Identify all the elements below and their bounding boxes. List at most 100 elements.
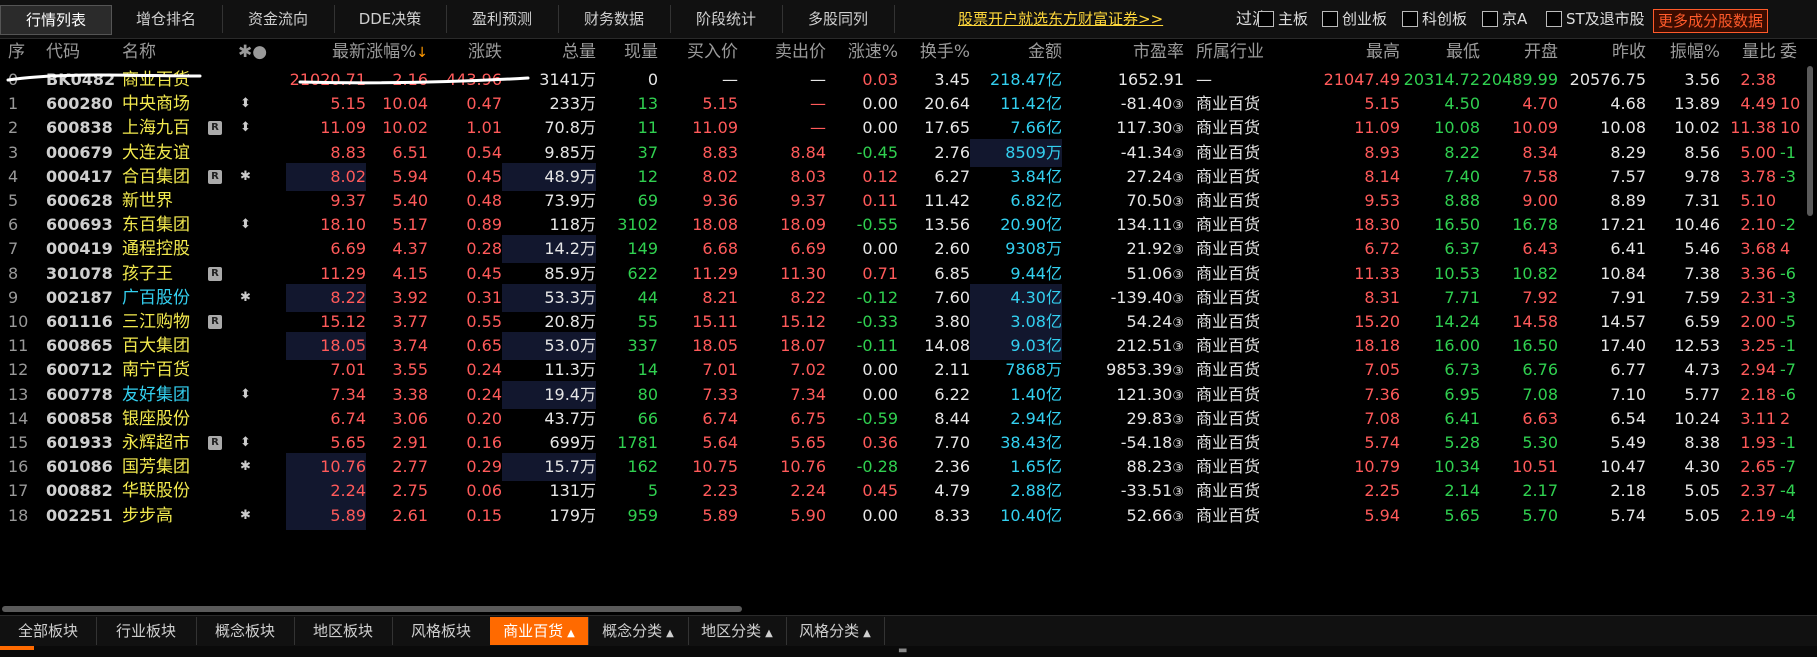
table-row[interactable]: 17 000882 华联股份 2.24 2.75 0.06 131万 5 2.23 2.24 0.4… — [0, 477, 1817, 506]
table-row[interactable]: 1 600280 中央商场 5.15 10.04 0.47 233万 13 5.15 — 0.00 2… — [0, 90, 1817, 118]
column-header[interactable]: 卖出价 — [740, 38, 826, 66]
column-header[interactable]: 涨跌 — [428, 38, 502, 66]
cell-high: 6.72 — [1306, 235, 1400, 263]
column-header[interactable]: 换手% — [898, 38, 970, 66]
bottom-tab-1[interactable]: 全部板块 — [0, 617, 97, 645]
cell-speed: 0.00 — [826, 235, 898, 263]
column-header[interactable]: ✱● — [238, 38, 288, 66]
cell-cur: 13 — [596, 90, 658, 118]
cell-amt: 218.47亿 — [970, 66, 1062, 94]
column-header[interactable]: 买入价 — [662, 38, 738, 66]
column-header[interactable]: 名称 — [122, 38, 222, 66]
filter-checkbox-3[interactable] — [1402, 11, 1418, 27]
table-row[interactable]: 14 600858 银座股份 6.74 3.06 0.20 43.7万 66 6.74 6.75 -… — [0, 405, 1817, 433]
bottom-tab-2[interactable]: 行业板块 — [96, 617, 197, 645]
cell-pe-value: 212.51 — [1116, 336, 1173, 356]
table-row[interactable]: 13 600778 友好集团 7.34 3.38 0.24 19.4万 80 7.33 7.34 0… — [0, 380, 1817, 409]
cell-vol-value: 85.9万 — [544, 263, 596, 283]
column-header[interactable]: 序 — [8, 38, 28, 66]
column-header[interactable]: 涨幅%↓ — [366, 38, 428, 66]
cell-chg: 0.47 — [428, 90, 502, 118]
cell-wei-value: -1 — [1780, 433, 1796, 452]
cell-name-value: 华联股份 — [122, 481, 190, 502]
column-header[interactable]: 所属行业 — [1196, 38, 1306, 66]
horizontal-scroll-thumb[interactable] — [2, 606, 742, 612]
cell-high-value: 10.79 — [1354, 457, 1400, 477]
table-row[interactable]: 8 301078 孩子王 11.29 4.15 0.45 85.9万 622 11.29 11.3… — [0, 260, 1817, 288]
horizontal-scrollbar[interactable] — [0, 605, 1800, 613]
column-header[interactable]: 代码 — [46, 38, 116, 66]
tab-1[interactable]: 行情列表 — [0, 5, 112, 35]
cell-name: 合百集团 — [122, 163, 222, 191]
resize-handle-icon[interactable]: ▬ — [898, 645, 908, 656]
tab-3[interactable]: 资金流向 — [222, 5, 335, 33]
bottom-tab-3[interactable]: 概念板块 — [196, 617, 295, 645]
column-header[interactable]: 总量 — [502, 38, 596, 66]
column-header[interactable]: 振幅% — [1646, 38, 1720, 66]
bottom-tab-4[interactable]: 地区板块 — [294, 617, 393, 645]
table-row[interactable]: 9 002187 广百股份 8.22 3.92 0.31 53.3万 44 8.21 8.22 -0… — [0, 283, 1817, 312]
column-header[interactable]: 量比 — [1720, 38, 1776, 66]
filter-checkbox-2[interactable] — [1322, 11, 1338, 27]
table-row[interactable]: 5 600628 新世界 9.37 5.40 0.48 73.9万 69 9.36 9.37 0.1… — [0, 187, 1817, 215]
r-badge-icon: R — [208, 436, 222, 450]
filter-option-label[interactable]: 主板 — [1278, 10, 1309, 28]
cell-pct: 5.94 — [366, 163, 428, 191]
tab-7[interactable]: 阶段统计 — [670, 5, 783, 33]
filter-option-label[interactable]: ST及退市股 — [1566, 10, 1645, 28]
table-row[interactable]: 10 601116 三江购物 15.12 3.77 0.55 20.8万 55 15.11 15.… — [0, 308, 1817, 336]
more-constituents-button[interactable]: 更多成分股数据 — [1653, 9, 1769, 33]
pe-circle-icon: ③ — [1172, 267, 1184, 283]
column-header[interactable]: 涨速% — [826, 38, 898, 66]
table-row[interactable]: 2 600838 上海九百 11.09 10.02 1.01 70.8万 11 11.09 — 0.… — [0, 114, 1817, 142]
cell-low-value: 4.50 — [1444, 94, 1480, 114]
table-row[interactable]: 18 002251 步步高 5.89 2.61 0.15 179万 959 5.89 5.90 0.… — [0, 501, 1817, 530]
tab-4[interactable]: DDE决策 — [334, 5, 447, 33]
filter-checkbox-5[interactable] — [1546, 11, 1562, 27]
table-row[interactable]: 4 000417 合百集团 8.02 5.94 0.45 48.9万 12 8.02 8.03 0.… — [0, 162, 1817, 191]
tab-2[interactable]: 增仓排名 — [110, 5, 223, 33]
column-header[interactable]: 委 — [1780, 38, 1810, 66]
filter-checkbox-1[interactable] — [1258, 11, 1274, 27]
filter-option-label[interactable]: 科创板 — [1422, 10, 1468, 28]
column-header[interactable]: 金额 — [970, 38, 1062, 66]
cell-last-value: 18.05 — [320, 336, 366, 356]
table-row[interactable]: 12 600712 南宁百货 7.01 3.55 0.24 11.3万 14 7.01 7.02 0… — [0, 356, 1817, 384]
cell-low: 20314.72 — [1400, 66, 1480, 94]
column-header[interactable]: 现量 — [596, 38, 658, 66]
column-header[interactable]: 市盈率 — [1062, 38, 1184, 66]
tab-8[interactable]: 多股同列 — [782, 5, 895, 33]
filter-option-label[interactable]: 京A — [1502, 10, 1528, 28]
tab-6[interactable]: 财务数据 — [558, 5, 671, 33]
bottom-tab-9[interactable]: 风格分类 ▲ — [786, 617, 885, 645]
tab-5[interactable]: 盈利预测 — [446, 5, 559, 33]
column-header[interactable]: 最新 — [286, 38, 366, 66]
cell-ask-value: 9.37 — [790, 191, 826, 210]
table-row[interactable]: 6 600693 东百集团 18.10 5.17 0.89 118万 3102 18.08 18.… — [0, 211, 1817, 239]
cell-turn: 6.22 — [898, 381, 970, 409]
table-row[interactable]: 3 000679 大连友谊 8.83 6.51 0.54 9.85万 37 8.83 8.84 -0… — [0, 138, 1817, 167]
table-row[interactable]: 7 000419 通程控股 6.69 4.37 0.28 14.2万 149 6.68 6.69 0… — [0, 235, 1817, 264]
bottom-tab-8[interactable]: 地区分类 ▲ — [688, 617, 787, 645]
cell-code: 600778 — [46, 381, 116, 409]
bottom-tab-7[interactable]: 概念分类 ▲ — [588, 617, 689, 645]
column-header[interactable]: 开盘 — [1480, 38, 1558, 66]
promo-link[interactable]: 股票开户就选东方财富证券>> — [958, 10, 1164, 28]
table-row[interactable]: 16 601086 国芳集团 10.76 2.77 0.29 15.7万 162 10.75 10… — [0, 453, 1817, 482]
cell-amt: 2.94亿 — [970, 405, 1062, 433]
bottom-tab-5[interactable]: 风格板块 — [392, 617, 491, 645]
filter-checkbox-4[interactable] — [1482, 11, 1498, 27]
column-header[interactable]: 最高 — [1306, 38, 1400, 66]
table-row[interactable]: 11 600865 百大集团 18.05 3.74 0.65 53.0万 337 18.05 18… — [0, 332, 1817, 361]
table-row[interactable]: 0 BK0482 商业百货 21020.71 2.16 443.96 3141万 0— —0.0… — [0, 66, 1817, 94]
filter-option-label[interactable]: 创业板 — [1342, 10, 1388, 28]
vertical-scrollbar[interactable] — [1806, 66, 1814, 606]
column-header[interactable]: 最低 — [1400, 38, 1480, 66]
bottom-tab-6[interactable]: 商业百货 ▲ — [490, 617, 589, 645]
bottom-tab-label: 行业板块 — [115, 622, 176, 640]
table-row[interactable]: 15 601933 永辉超市 5.65 2.91 0.16 699万 1781 5.64 5.65… — [0, 429, 1817, 457]
column-header[interactable]: 昨收 — [1558, 38, 1646, 66]
cell-prev-value: 17.21 — [1600, 215, 1646, 235]
cell-pct-value: 3.74 — [392, 336, 428, 356]
vertical-scroll-thumb[interactable] — [1807, 66, 1813, 216]
